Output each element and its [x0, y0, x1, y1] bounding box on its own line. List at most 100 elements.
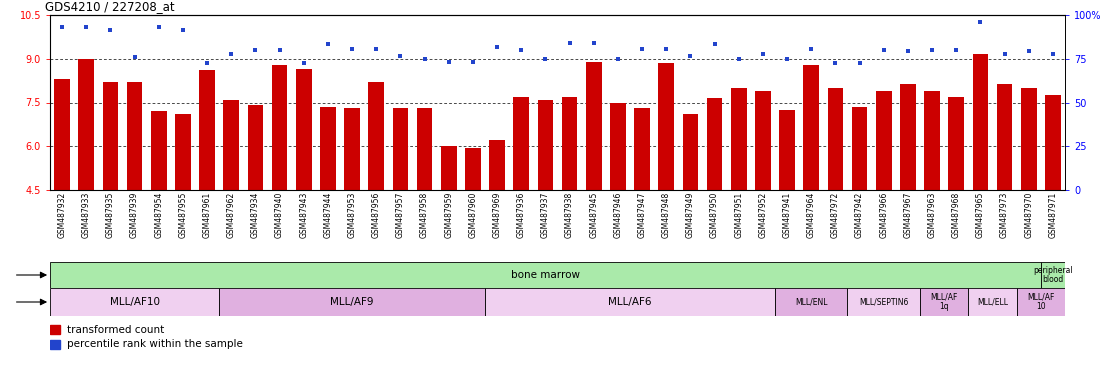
Point [633, 45, 651, 51]
Bar [1017, 288, 1065, 316]
Bar [707, 98, 722, 190]
Point [802, 45, 820, 51]
Bar [537, 99, 554, 190]
Point [706, 41, 724, 47]
Bar [320, 107, 335, 190]
Point [923, 47, 941, 53]
Point [513, 47, 531, 53]
Point [295, 60, 312, 66]
Bar [200, 70, 215, 190]
Bar [924, 91, 940, 190]
Point [126, 54, 143, 60]
Bar [561, 97, 578, 190]
Point [150, 23, 168, 30]
Point [947, 47, 965, 53]
Text: MLL/SEPTIN6: MLL/SEPTIN6 [859, 298, 909, 306]
Point [199, 60, 216, 66]
Text: MLL/AF9: MLL/AF9 [330, 297, 374, 307]
Bar [827, 88, 844, 190]
Point [779, 56, 796, 62]
Bar [658, 63, 674, 190]
Bar [876, 91, 891, 190]
Bar [465, 148, 481, 190]
Point [682, 53, 699, 59]
Bar [1045, 95, 1061, 190]
Point [367, 45, 385, 51]
Bar [417, 108, 432, 190]
Bar [175, 114, 191, 190]
Bar [50, 326, 60, 334]
Bar [634, 108, 650, 190]
Text: MLL/AF6: MLL/AF6 [608, 297, 652, 307]
Bar [1021, 88, 1037, 190]
Text: peripheral
blood: peripheral blood [1034, 266, 1073, 284]
Bar [219, 288, 485, 316]
Point [585, 40, 602, 46]
Bar [490, 141, 505, 190]
Bar [485, 288, 775, 316]
Bar [1041, 262, 1065, 288]
Bar [296, 69, 312, 190]
Point [247, 47, 265, 53]
Text: MLL/AF10: MLL/AF10 [109, 297, 160, 307]
Bar [50, 339, 60, 349]
Text: MLL/ELL: MLL/ELL [977, 298, 1008, 306]
Text: MLL/ENL: MLL/ENL [795, 298, 827, 306]
Point [560, 40, 578, 46]
Bar [968, 288, 1017, 316]
Point [826, 60, 844, 66]
Bar [50, 288, 219, 316]
Point [1045, 51, 1062, 58]
Bar [920, 288, 968, 316]
Point [875, 47, 892, 53]
Bar [803, 65, 820, 190]
Bar [775, 288, 847, 316]
Point [899, 48, 917, 55]
Point [343, 45, 361, 51]
Bar [852, 107, 867, 190]
Point [392, 53, 409, 59]
Bar [54, 79, 69, 190]
Point [174, 26, 192, 33]
Text: GDS4210 / 227208_at: GDS4210 / 227208_at [45, 0, 174, 13]
Bar [441, 146, 457, 190]
Point [730, 56, 748, 62]
Point [489, 44, 506, 50]
Point [440, 59, 458, 65]
Point [464, 59, 482, 65]
Bar [247, 106, 264, 190]
Bar [586, 62, 601, 190]
Bar [224, 99, 239, 190]
Bar [900, 84, 915, 190]
Bar [949, 97, 964, 190]
Point [996, 51, 1014, 58]
Bar [127, 82, 142, 190]
Point [850, 60, 868, 66]
Point [270, 47, 288, 53]
Point [536, 56, 554, 62]
Point [53, 23, 71, 30]
Bar [151, 111, 167, 190]
Point [1020, 48, 1038, 55]
Text: MLL/AF
1q: MLL/AF 1q [931, 293, 957, 311]
Point [223, 51, 240, 58]
Text: transformed count: transformed count [67, 325, 164, 335]
Point [77, 23, 95, 30]
Bar [271, 65, 288, 190]
Point [101, 26, 119, 33]
Bar [731, 88, 747, 190]
Bar [683, 114, 698, 190]
Text: bone marrow: bone marrow [511, 270, 580, 280]
Bar [393, 108, 408, 190]
Bar [513, 97, 529, 190]
Bar [368, 82, 384, 190]
Point [319, 41, 336, 47]
Point [972, 19, 989, 25]
Bar [610, 103, 625, 190]
Point [657, 45, 675, 51]
Bar [78, 59, 94, 190]
Text: MLL/AF
10: MLL/AF 10 [1027, 293, 1054, 311]
Bar [847, 288, 920, 316]
Text: percentile rank within the sample: percentile rank within the sample [67, 339, 244, 349]
Bar [973, 55, 988, 190]
